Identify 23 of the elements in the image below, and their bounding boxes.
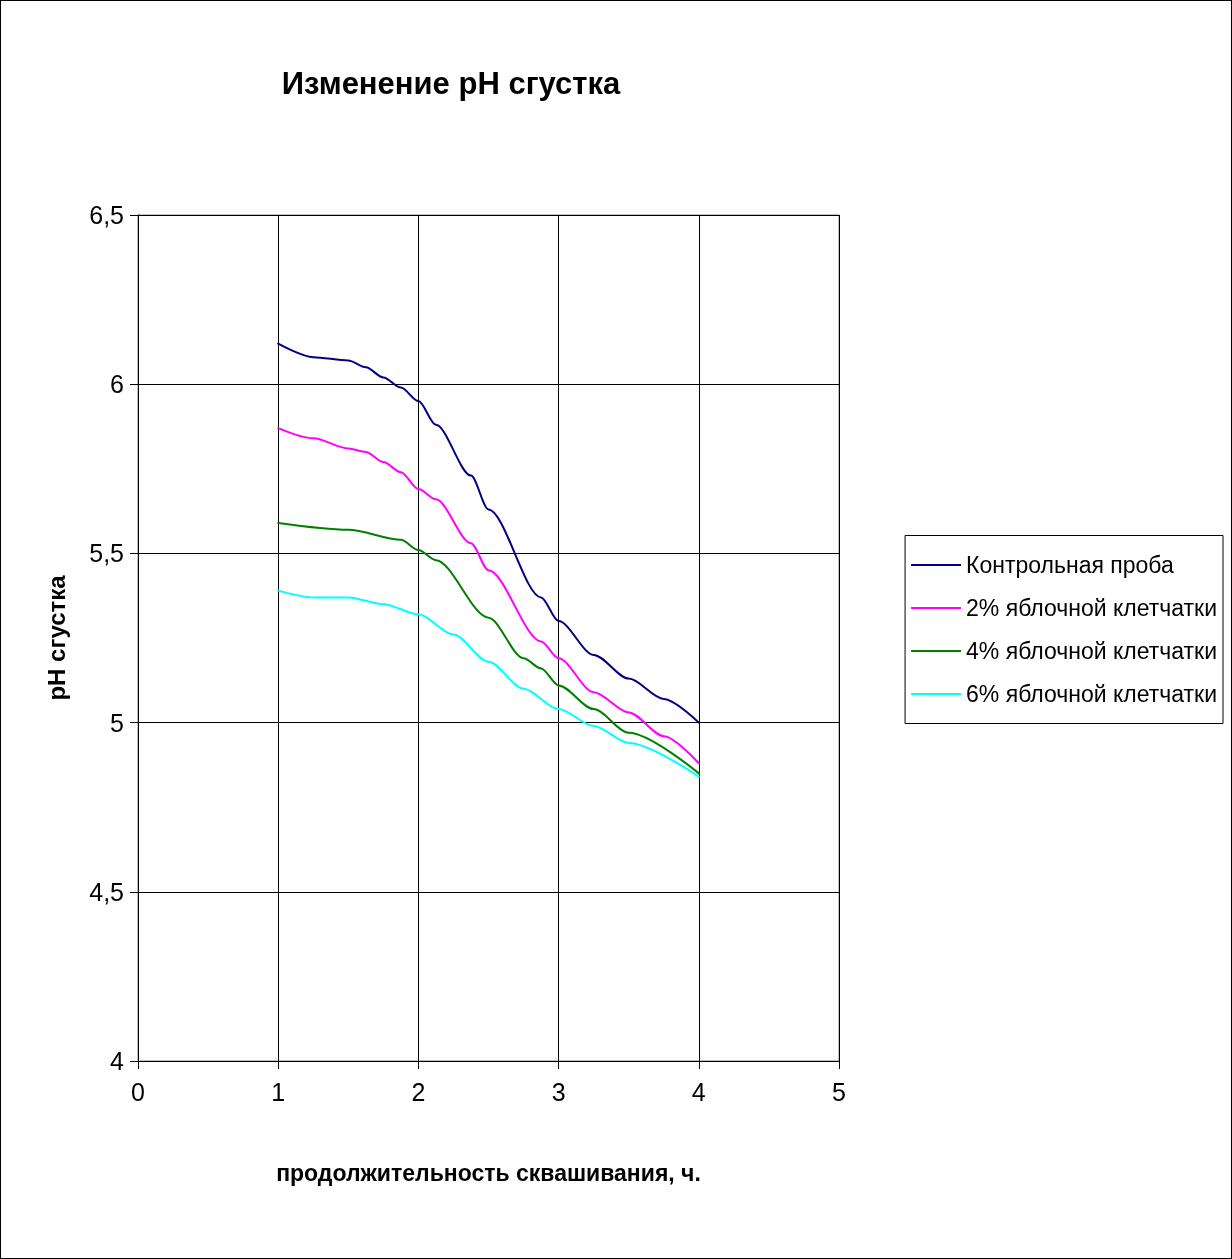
line-series	[277, 427, 700, 765]
y-tick-label: 5	[110, 708, 124, 737]
line-series	[277, 521, 700, 775]
legend-label: 6% яблочной клетчатки	[966, 681, 1218, 707]
y-tick-label: 5,5	[89, 539, 124, 568]
legend-label: 2% яблочной клетчатки	[966, 595, 1218, 621]
y-tick-label: 6	[110, 370, 124, 399]
x-tick-label: 4	[691, 1077, 706, 1106]
x-tick-label: 2	[411, 1077, 426, 1106]
line-series	[277, 589, 700, 778]
legend-label: Контрольная проба	[966, 552, 1174, 578]
y-axis-title: pH сгустка	[42, 574, 70, 701]
y-tick-label: 4,5	[89, 877, 124, 906]
x-tick-label: 1	[271, 1077, 286, 1106]
line-series	[277, 342, 700, 724]
x-tick-label: 0	[131, 1077, 145, 1106]
y-tick-label: 6,5	[89, 201, 124, 229]
x-axis-title: продолжительность сквашивания, ч.	[276, 1159, 701, 1186]
y-tick-label: 4	[110, 1047, 125, 1075]
legend-label: 4% яблочной клетчатки	[966, 638, 1218, 664]
chart-title: Изменение pH сгустка	[281, 66, 621, 101]
x-tick-label: 5	[832, 1077, 846, 1106]
x-tick-label: 3	[551, 1077, 566, 1106]
